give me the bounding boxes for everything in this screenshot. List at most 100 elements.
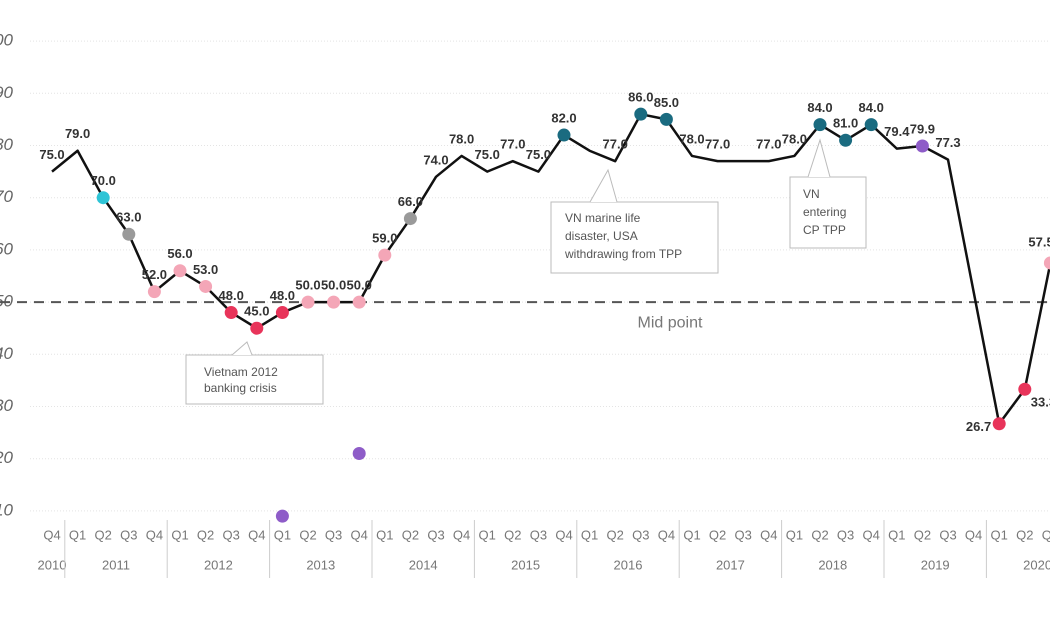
y-tick-label: 50 xyxy=(0,292,14,311)
x-tick-label: Q4 xyxy=(965,527,982,542)
point xyxy=(173,264,187,278)
point xyxy=(199,279,213,293)
x-tick-label: Q4 xyxy=(146,527,163,542)
value-label: 53.0 xyxy=(193,262,218,277)
value-label: 79.0 xyxy=(65,126,90,141)
point xyxy=(301,295,315,309)
value-label: 79.9 xyxy=(910,121,935,136)
value-label: 63.0 xyxy=(116,210,141,225)
point xyxy=(1018,382,1032,396)
year-label: 2012 xyxy=(204,557,233,572)
annotation-pointer xyxy=(807,138,831,178)
year-label: 2013 xyxy=(306,557,335,572)
x-tick-label: Q1 xyxy=(683,527,700,542)
value-label: 57.5 xyxy=(1028,234,1050,249)
x-tick-label: Q2 xyxy=(299,527,316,542)
annotation-boxes xyxy=(185,138,867,405)
x-tick-label: Q1 xyxy=(274,527,291,542)
value-label: 75.0 xyxy=(475,147,500,162)
value-label: 50.0 xyxy=(347,278,372,293)
point xyxy=(96,191,110,205)
point xyxy=(275,306,289,320)
x-tick-label: Q2 xyxy=(95,527,112,542)
value-label: 77.0 xyxy=(500,137,525,152)
x-tick-label: Q1 xyxy=(581,527,598,542)
point xyxy=(250,321,264,335)
value-label: 70.0 xyxy=(91,173,116,188)
point xyxy=(352,295,366,309)
annotation: VN marine life xyxy=(565,211,641,225)
x-tick-label: Q3 xyxy=(735,527,752,542)
point xyxy=(224,306,238,320)
y-tick-label: 100 xyxy=(0,31,14,50)
point xyxy=(122,227,136,241)
x-tick-label: Q3 xyxy=(325,527,342,542)
year-label: 2017 xyxy=(716,557,745,572)
value-label: 84.0 xyxy=(859,100,884,115)
annotation: withdrawing from TPP xyxy=(564,247,682,261)
value-label: 86.0 xyxy=(628,90,653,105)
x-tick-label: Q4 xyxy=(555,527,572,542)
x-tick-label: Q1 xyxy=(991,527,1008,542)
value-label: 66.0 xyxy=(398,194,423,209)
x-tick-label: Q4 xyxy=(658,527,675,542)
value-label: 78.0 xyxy=(782,131,807,146)
x-tick-label: Q2 xyxy=(197,527,214,542)
y-tick-label: 10 xyxy=(0,500,14,519)
value-label: 56.0 xyxy=(167,246,192,261)
value-label: 50.0 xyxy=(295,278,320,293)
y-tick-label: 40 xyxy=(0,344,14,363)
value-label: 77.3 xyxy=(935,135,960,150)
value-label: 50.0 xyxy=(321,278,346,293)
year-label: 2016 xyxy=(614,557,643,572)
point xyxy=(403,212,417,226)
x-tick-label: Q2 xyxy=(709,527,726,542)
x-tick-label: Q3 xyxy=(1042,527,1050,542)
x-tick-label: Q2 xyxy=(914,527,931,542)
x-tick-label: Q1 xyxy=(69,527,86,542)
x-tick-label: Q4 xyxy=(351,527,368,542)
value-label: 77.0 xyxy=(603,137,628,152)
annotation: Vietnam 2012 xyxy=(204,365,278,379)
x-tick-label: Q3 xyxy=(939,527,956,542)
point xyxy=(1043,256,1050,270)
year-label: 2015 xyxy=(511,557,540,572)
x-tick-label: Q3 xyxy=(837,527,854,542)
value-label: 75.0 xyxy=(526,147,551,162)
year-label: 2018 xyxy=(818,557,847,572)
x-tick-label: Q2 xyxy=(1016,527,1033,542)
point xyxy=(352,446,366,460)
x-tick-label: Q4 xyxy=(43,527,60,542)
annotation: banking crisis xyxy=(204,381,277,395)
value-label: 75.0 xyxy=(39,147,64,162)
value-label: 48.0 xyxy=(219,288,244,303)
value-label: 78.0 xyxy=(679,131,704,146)
annotation-box xyxy=(550,201,719,274)
y-tick-label: 80 xyxy=(0,135,14,154)
x-tick-label: Q4 xyxy=(248,527,265,542)
year-label: 2020 xyxy=(1023,557,1050,572)
point xyxy=(147,285,161,299)
year-label: 2014 xyxy=(409,557,438,572)
annotation: disaster, USA xyxy=(565,229,638,243)
midpoint-label: Mid point xyxy=(638,314,703,331)
x-tick-label: Q4 xyxy=(760,527,777,542)
x-tick-label: Q1 xyxy=(786,527,803,542)
x-tick-label: Q1 xyxy=(376,527,393,542)
value-label: 85.0 xyxy=(654,95,679,110)
x-tick-label: Q1 xyxy=(479,527,496,542)
point xyxy=(864,118,878,132)
annotation-pointer xyxy=(589,168,618,203)
y-tick-label: 20 xyxy=(0,448,14,467)
value-label: 78.0 xyxy=(449,131,474,146)
x-tick-label: Q2 xyxy=(402,527,419,542)
y-tick-label: 90 xyxy=(0,83,14,102)
value-label: 74.0 xyxy=(423,152,448,167)
value-label: 77.0 xyxy=(705,137,730,152)
point xyxy=(634,107,648,121)
point xyxy=(557,128,571,142)
x-tick-label: Q2 xyxy=(811,527,828,542)
point xyxy=(275,509,289,523)
x-tick-label: Q3 xyxy=(427,527,444,542)
